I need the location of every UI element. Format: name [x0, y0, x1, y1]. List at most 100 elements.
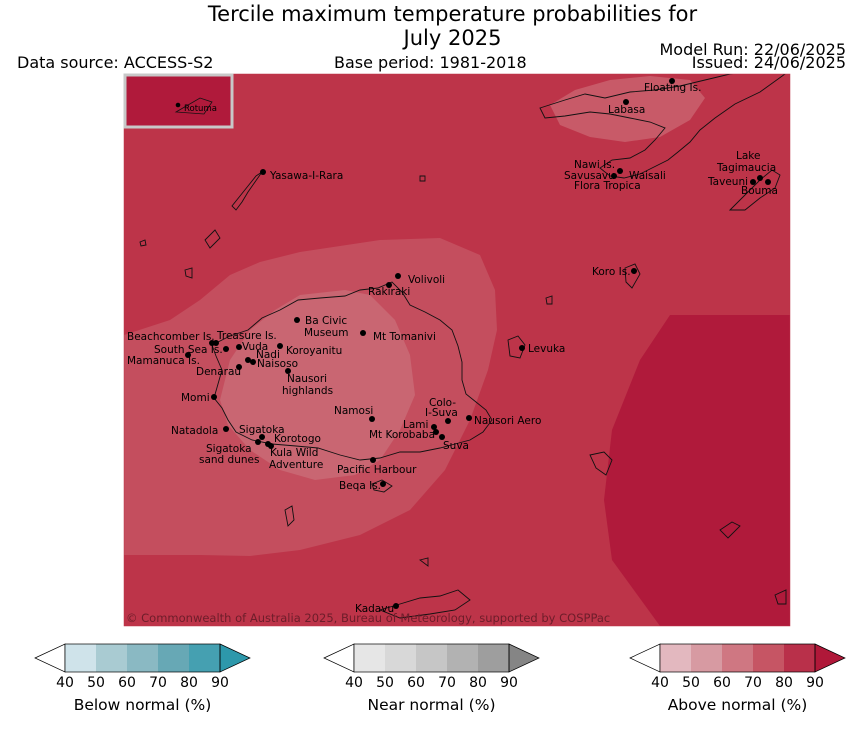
viti-levu-coast [211, 281, 493, 461]
colorbar-below-low-extend [34, 643, 66, 673]
colorbar-below-segment [96, 644, 127, 672]
map-title: Tercile maximum temperature probabilitie… [0, 2, 862, 50]
colorbar-below-tick-label: 90 [211, 675, 229, 691]
place-label: sand dunes [199, 454, 259, 466]
colorbar-below-segment [127, 644, 158, 672]
place-label: Suva [443, 440, 469, 452]
place-label: Ba Civic [305, 315, 347, 327]
colorbar-below-segment [189, 644, 220, 672]
place-label: Sigatoka [239, 424, 285, 436]
place-label: Vuda [242, 341, 268, 353]
colorbar-above-tick-label: 40 [651, 675, 669, 691]
colorbar-below-tick-label: 40 [56, 675, 74, 691]
place-label: Momi [181, 392, 210, 404]
data-source: Data source: ACCESS-S2 [17, 53, 214, 72]
place-label: Mt Korobaba [369, 429, 435, 441]
place-label: Waisali [629, 170, 666, 182]
probability-area-60 [220, 290, 415, 480]
place-label: Labasa [608, 104, 645, 116]
place-label: Nausori Aero [474, 415, 541, 427]
colorbar-above-high-extend [814, 643, 846, 673]
place-label: Treasure Is. [216, 330, 277, 342]
colorbar-near-tick-label: 80 [469, 675, 487, 691]
place-label: Nadi [256, 349, 280, 361]
colorbar-above-segment [784, 644, 815, 672]
place-label: Nausori [287, 373, 327, 385]
place-label: highlands [282, 385, 333, 397]
colorbar-near-segment [447, 644, 478, 672]
colorbar-above-segment [722, 644, 753, 672]
colorbar-near-segment [478, 644, 509, 672]
colorbar-below-tick-label: 80 [180, 675, 198, 691]
model-run: Model Run: 22/06/2025 [659, 40, 847, 59]
yasawa-coast [231, 171, 263, 211]
place-label: Colo- [429, 397, 456, 409]
colorbar-near-tick-label: 50 [376, 675, 394, 691]
colorbar-above-segment [753, 644, 784, 672]
place-label: Namosi [334, 405, 373, 417]
colorbar-below-tick-label: 50 [87, 675, 105, 691]
copyright-notice: © Commonwealth of Australia 2025, Bureau… [126, 611, 610, 625]
colorbar-label-near: Near normal (%) [367, 696, 496, 714]
place-label: Flora Tropica [574, 180, 641, 192]
place-label: Natadola [171, 425, 218, 437]
colorbar-below-tick-label: 70 [149, 675, 167, 691]
taveuni-coast [728, 169, 781, 211]
place-label: Adventure [269, 459, 323, 471]
place-label: South Sea Is. [154, 344, 223, 356]
colorbar-above-low-extend [629, 643, 661, 673]
place-label: Mt Tomanivi [373, 331, 436, 343]
colorbar-near-tick-label: 90 [500, 675, 518, 691]
inset-label: Rotuma [184, 104, 217, 114]
colorbar-near-tick-label: 40 [345, 675, 363, 691]
place-label: Lami [403, 419, 428, 431]
colorbar-above-segment [660, 644, 691, 672]
colorbar-near-low-extend [323, 643, 355, 673]
place-label: Savusavu [564, 170, 615, 182]
place-label: Nawi Is. [574, 159, 615, 171]
place-markers [185, 78, 771, 609]
colorbar-above-segment [691, 644, 722, 672]
place-label: Bouma [741, 185, 778, 197]
colorbar-above-tick-label: 80 [775, 675, 793, 691]
place-label: Kula Wild [270, 447, 318, 459]
colorbar-near-segment [416, 644, 447, 672]
colorbar-near-segment [354, 644, 385, 672]
colorbar-near-tick-label: 60 [407, 675, 425, 691]
probability-area-90 [604, 315, 790, 626]
colorbar-label-above: Above normal (%) [667, 696, 808, 714]
place-label: Koroyanitu [286, 345, 342, 357]
colorbar-above-tick-label: 50 [682, 675, 700, 691]
koro-coast [624, 263, 641, 289]
place-labels: Floating Is. Labasa Yasawa-I-Rara Nawi I… [127, 82, 778, 615]
colorbar-near-tick-label: 70 [438, 675, 456, 691]
colorbar-near-segment [385, 644, 416, 672]
vanua-levu-coast [539, 74, 786, 179]
colorbar-above-tick-label: 60 [713, 675, 731, 691]
place-label: Yasawa-I-Rara [269, 170, 343, 182]
place-label: Denarau [196, 366, 241, 378]
place-label: Rakiraki [368, 286, 410, 298]
map-title-line2: July 2025 [403, 26, 502, 50]
colorbar-below-high-extend [219, 643, 251, 673]
colorbar-above-frame [659, 643, 816, 673]
colorbar-above-tick-label: 90 [806, 675, 824, 691]
kadavu-coast [378, 589, 471, 619]
rotuma-inset: Rotuma [123, 73, 234, 129]
place-label: Tagimaucia [716, 162, 776, 174]
probability-area-70-north [550, 76, 705, 142]
place-label: Beachcomber Is. [127, 331, 215, 343]
colorbar-below-tick-label: 60 [118, 675, 136, 691]
place-label: Koro Is. [592, 266, 631, 278]
place-label: Taveuni [707, 176, 748, 188]
place-label: I-Suva [425, 407, 458, 419]
place-label: Volivoli [408, 274, 445, 286]
place-label: Beqa Is. [339, 480, 381, 492]
colorbars [34, 643, 846, 673]
place-label: Levuka [528, 343, 565, 355]
place-label: Korotogo [274, 433, 321, 445]
place-label: Lake [736, 150, 760, 162]
place-label: Sigatoka [206, 443, 252, 455]
place-label: Museum [304, 327, 349, 339]
colorbar-label-below: Below normal (%) [73, 696, 212, 714]
